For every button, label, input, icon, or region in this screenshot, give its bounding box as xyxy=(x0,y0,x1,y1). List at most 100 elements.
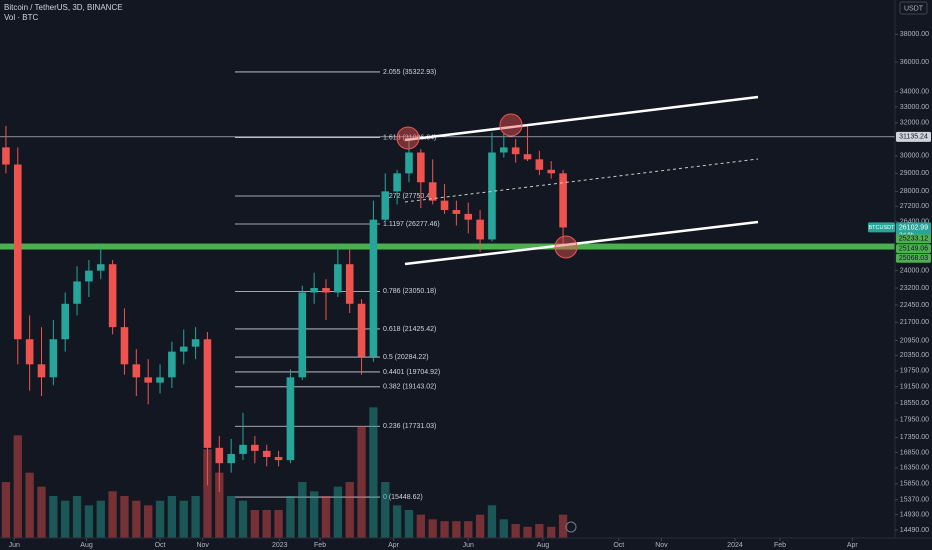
y-tick-label: 24000.00 xyxy=(900,267,929,274)
x-tick-label: Oct xyxy=(613,542,624,549)
candle-body xyxy=(500,147,508,153)
y-tick-label: 14490.00 xyxy=(900,527,929,534)
channel-upper xyxy=(404,95,759,142)
volume-bar xyxy=(13,435,22,538)
volume-bar xyxy=(440,521,449,538)
y-tick-label: 29000.00 xyxy=(900,170,929,177)
candle-body xyxy=(262,450,271,458)
volume-bar xyxy=(274,510,283,538)
candle-body xyxy=(511,147,520,155)
volume-bar xyxy=(404,510,414,538)
fib-label: 0.382 (19143.02) xyxy=(383,384,436,391)
fib-label: 0.4401 (19704.92) xyxy=(383,369,440,376)
volume-bar xyxy=(179,500,188,538)
price-label-box xyxy=(896,234,931,244)
x-tick-label: 2023 xyxy=(272,542,288,549)
volume-bar xyxy=(499,519,508,538)
last-price-label: 26102.99 xyxy=(899,224,928,231)
y-tick-label: 38000.00 xyxy=(900,31,929,38)
candle-body xyxy=(535,159,544,170)
x-tick-label: 2024 xyxy=(727,542,743,549)
fib-label: 1.618 (31096.64) xyxy=(383,134,436,141)
y-tick-label: 15370.00 xyxy=(900,497,929,504)
volume-bar xyxy=(547,526,556,538)
volume-bar xyxy=(1,482,11,538)
price-axis xyxy=(895,0,932,550)
x-tick-label: Oct xyxy=(155,542,166,549)
touch-circle xyxy=(499,113,523,137)
channel-lower xyxy=(404,220,759,266)
volume-bar xyxy=(416,514,425,538)
volume-bar xyxy=(558,514,568,538)
y-tick-label: 22450.00 xyxy=(900,302,929,309)
candle-body xyxy=(286,377,295,461)
candle-body xyxy=(369,219,378,357)
y-tick-label: 14930.00 xyxy=(900,511,929,518)
candle-body xyxy=(251,444,259,451)
candle-body xyxy=(488,152,496,240)
x-tick-label: Apr xyxy=(388,542,400,549)
volume-bar xyxy=(428,519,437,538)
candle-body xyxy=(322,288,330,293)
x-tick-label: Jun xyxy=(463,542,474,549)
fib-label: 1.1197 (26277.46) xyxy=(383,221,440,228)
volume-bar xyxy=(464,521,473,538)
volume-bar xyxy=(49,496,58,538)
volume-bar xyxy=(72,496,82,538)
x-tick-label: Feb xyxy=(314,542,326,549)
volume-bar xyxy=(203,449,212,538)
candle-body xyxy=(547,169,556,174)
candle-body xyxy=(239,444,247,454)
volume-bar xyxy=(523,526,532,538)
currency-button[interactable] xyxy=(899,1,928,15)
chart-subtitle: Vol · BTC xyxy=(4,13,38,22)
volume-bar xyxy=(96,500,105,538)
support-zone xyxy=(0,243,895,250)
candle-body xyxy=(298,292,307,378)
candle-body xyxy=(2,147,10,165)
volume-bar xyxy=(108,491,117,538)
candle-body xyxy=(428,182,437,201)
candle-body xyxy=(85,270,93,282)
x-tick-label: Feb xyxy=(774,542,786,549)
currency[interactable]: USDT xyxy=(904,5,924,12)
chart-title: Bitcoin / TetherUS, 3D, BINANCE xyxy=(4,3,123,12)
volume-bar xyxy=(238,500,248,538)
candle-body xyxy=(227,453,235,464)
candle-body xyxy=(405,152,413,174)
volume-bar xyxy=(262,510,271,538)
volume-bar xyxy=(298,482,307,538)
candle-body xyxy=(203,339,212,448)
candle-body xyxy=(274,457,283,461)
y-tick-label: 32000.00 xyxy=(900,120,929,127)
volume-bar xyxy=(191,496,200,538)
candle-body xyxy=(168,351,176,378)
y-tick-label: 20950.00 xyxy=(900,337,929,344)
candle-body xyxy=(191,339,200,347)
volume-bar xyxy=(61,500,70,538)
price-label-box xyxy=(896,244,931,254)
volume-bar xyxy=(215,472,224,538)
y-tick-label: 30000.00 xyxy=(900,153,929,160)
candle-body xyxy=(108,264,117,328)
volume-bar xyxy=(511,524,520,538)
candle-body xyxy=(13,164,22,340)
price-label: 31135.24 xyxy=(899,134,928,141)
price-label-box xyxy=(896,253,931,263)
candle-body xyxy=(393,173,401,192)
candle-body xyxy=(381,191,390,220)
event-icon[interactable] xyxy=(565,521,577,533)
volume-bar xyxy=(144,505,153,538)
candle-body xyxy=(61,303,69,340)
volume-bar xyxy=(333,486,342,538)
candle-body xyxy=(310,288,318,293)
volume-bar xyxy=(381,482,390,538)
volume-bar xyxy=(357,426,366,538)
y-tick-label: 19150.00 xyxy=(900,383,929,390)
touch-circle xyxy=(554,235,578,259)
volume-bar xyxy=(25,472,34,538)
volume-bar xyxy=(155,500,165,538)
y-tick-label: 36000.00 xyxy=(900,59,929,66)
